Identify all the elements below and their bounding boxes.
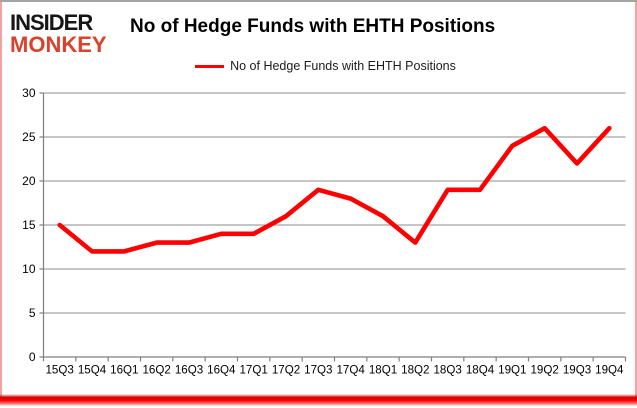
x-axis-label: 19Q1: [498, 364, 526, 377]
x-axis-label: 18Q1: [369, 364, 397, 377]
y-axis-label: 0: [29, 350, 36, 364]
x-axis-label: 16Q4: [207, 364, 236, 377]
right-border: [635, 2, 637, 402]
logo-text-insider: INSIDER: [10, 10, 93, 35]
legend-label: No of Hedge Funds with EHTH Positions: [230, 59, 456, 73]
x-axis-label: 16Q1: [110, 364, 138, 377]
y-axis-label: 25: [22, 130, 36, 144]
left-border: [0, 2, 2, 402]
x-axis-label: 18Q3: [433, 364, 461, 377]
x-axis-label: 17Q1: [239, 364, 267, 377]
y-axis-label: 15: [22, 218, 36, 232]
legend-line-marker: [195, 64, 225, 68]
x-axis-label: 18Q2: [401, 364, 429, 377]
x-axis-label: 19Q3: [563, 364, 591, 377]
insider-monkey-logo: INSIDER MONKEY: [10, 10, 107, 58]
x-axis-label: 16Q3: [175, 364, 203, 377]
x-axis-label: 15Q4: [78, 364, 107, 377]
legend: No of Hedge Funds with EHTH Positions: [0, 59, 637, 73]
x-axis-label: 17Q2: [272, 364, 300, 377]
y-axis-label: 5: [29, 306, 36, 320]
x-axis-label: 17Q3: [304, 364, 332, 377]
y-axis-label: 20: [22, 174, 36, 188]
bottom-border-bar: [0, 394, 637, 406]
x-axis-label: 19Q4: [595, 364, 624, 377]
chart-title: No of Hedge Funds with EHTH Positions: [130, 16, 496, 37]
y-axis-label: 30: [22, 86, 36, 100]
y-axis-label: 10: [22, 262, 36, 276]
series-line: [57, 125, 612, 254]
x-axis-label: 16Q2: [142, 364, 170, 377]
x-axis-label: 19Q2: [530, 364, 558, 377]
x-axis-label: 15Q3: [45, 364, 73, 377]
x-axis-label: 17Q4: [336, 364, 365, 377]
x-axis-label: 18Q4: [466, 364, 495, 377]
logo-text-monkey: MONKEY: [10, 32, 107, 58]
